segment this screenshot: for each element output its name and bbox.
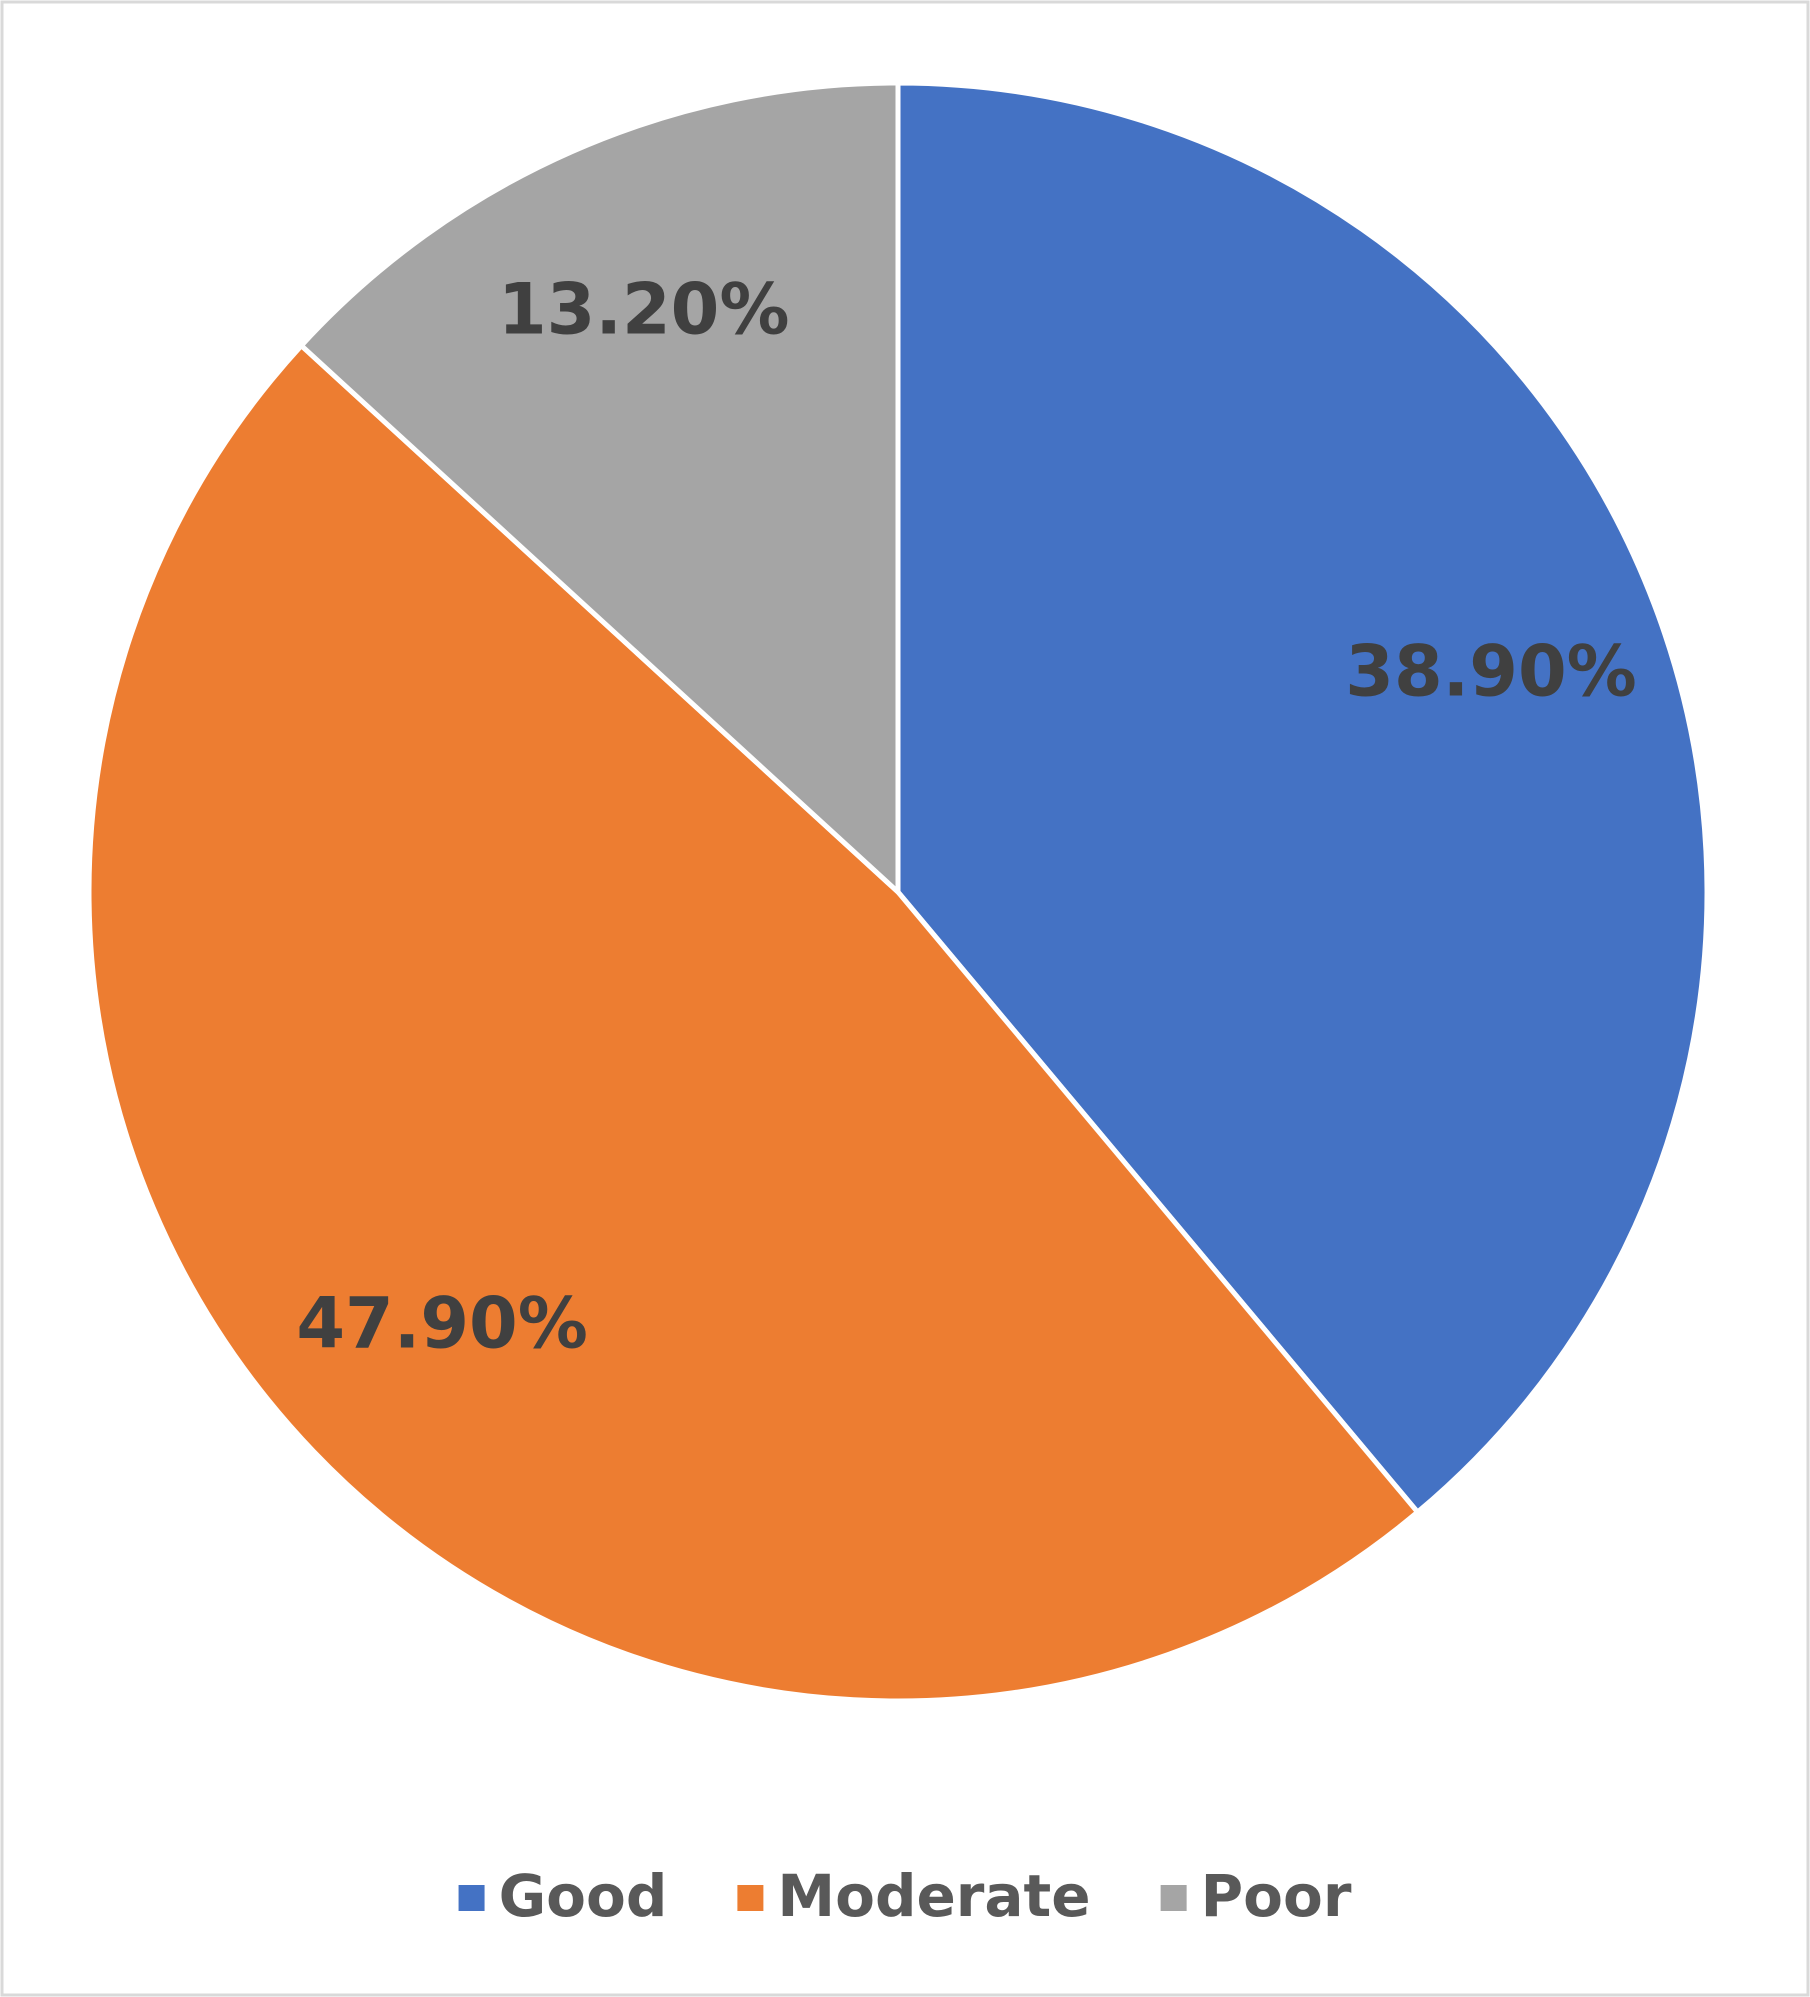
pie-slice (895, 80, 1710, 1516)
data-label: 13.20% (498, 268, 790, 350)
pie-slice (297, 80, 901, 898)
legend-swatch (737, 1885, 764, 1911)
legend-label: Poor (1201, 1862, 1352, 1930)
legend-swatch (458, 1885, 485, 1911)
legend-swatch (1160, 1885, 1187, 1911)
legend-label: Moderate (777, 1862, 1090, 1930)
data-label: 47.90% (296, 1282, 588, 1364)
data-label: 38.90% (1345, 630, 1637, 712)
legend-label: Good (499, 1862, 668, 1930)
pie-slice (86, 342, 1422, 1704)
